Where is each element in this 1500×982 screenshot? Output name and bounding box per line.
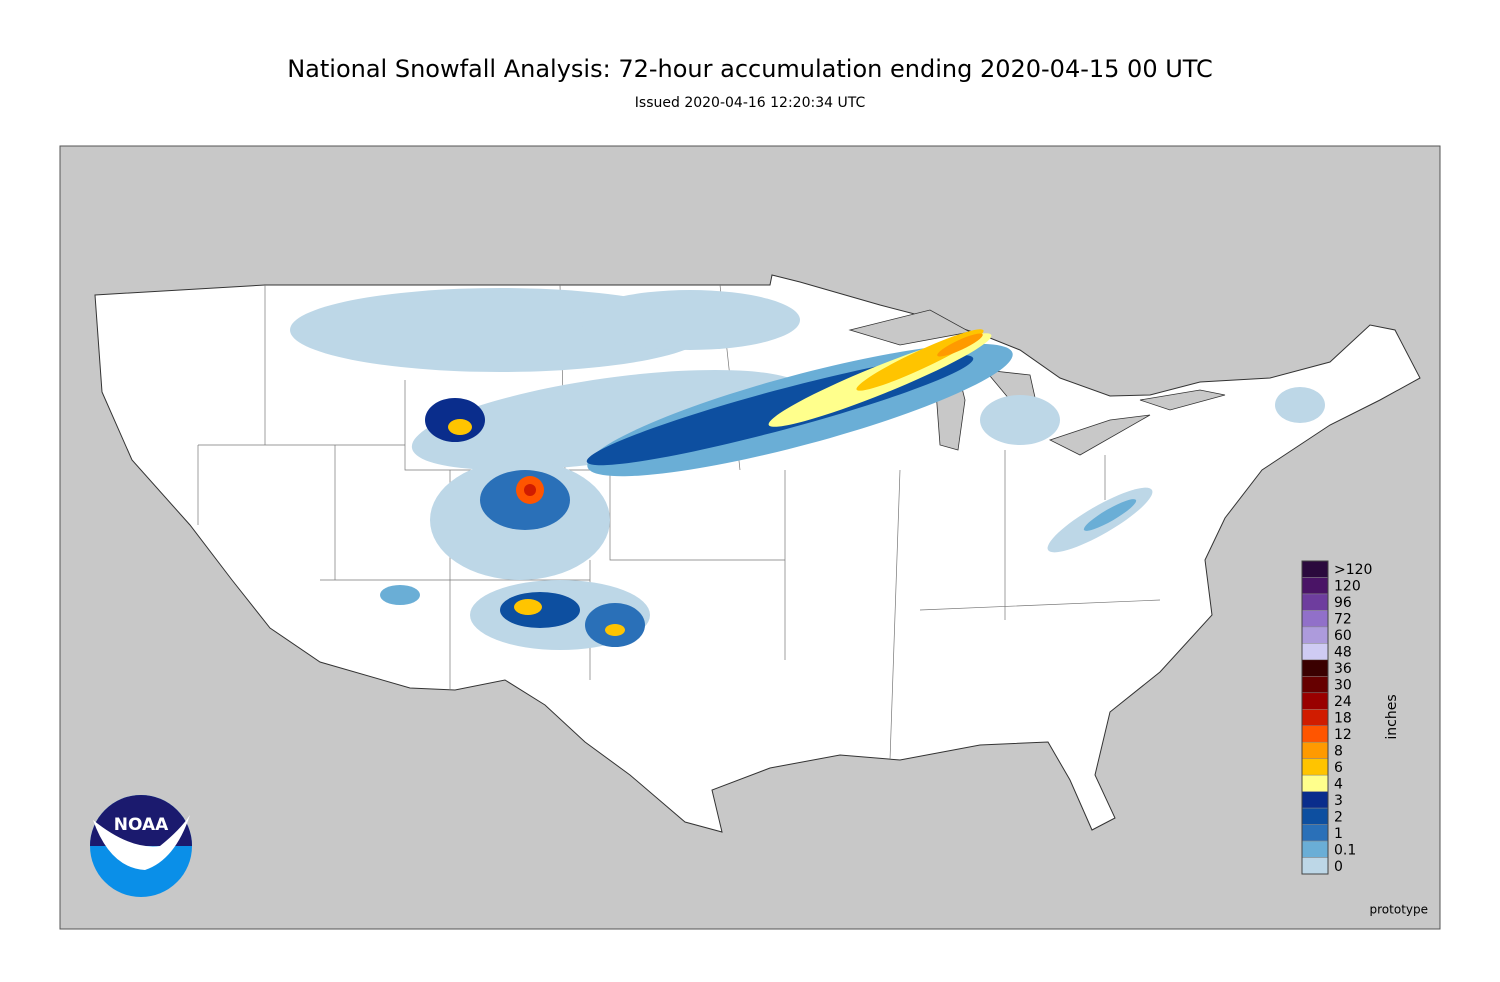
subtitle: Issued 2020-04-16 12:20:34 UTC (635, 95, 866, 111)
prototype-note: prototype (1370, 903, 1428, 917)
legend-swatch (1301, 659, 1329, 677)
logo-text: NOAA (114, 815, 169, 835)
legend-label: 48 (1334, 645, 1352, 661)
legend-swatch (1301, 626, 1329, 644)
legend-swatch (1301, 791, 1329, 809)
legend-label: 1 (1334, 826, 1343, 842)
legend-swatch (1301, 692, 1329, 710)
legend-label: 36 (1334, 661, 1352, 677)
legend-unit: inches (1384, 694, 1400, 739)
logo-gull (93, 815, 190, 870)
legend-label: 24 (1334, 694, 1352, 710)
legend-swatch (1301, 741, 1329, 759)
snowfall-shading (290, 288, 1325, 650)
map-frame: prototype (59, 145, 1441, 930)
legend-label: 30 (1334, 678, 1352, 694)
legend-swatch (1301, 676, 1329, 694)
legend-label: 0.1 (1334, 842, 1356, 858)
legend-label: >120 (1334, 562, 1372, 578)
legend-swatch (1301, 610, 1329, 628)
legend-swatch (1301, 758, 1329, 776)
legend: inches >1201209672604836302418128643210.… (1301, 560, 1400, 875)
legend-label: 6 (1334, 760, 1343, 776)
legend-swatch (1301, 774, 1329, 792)
legend-label: 120 (1334, 579, 1361, 595)
legend-swatch (1301, 560, 1329, 578)
title: National Snowfall Analysis: 72-hour accu… (287, 55, 1213, 83)
legend-swatch (1301, 709, 1329, 726)
legend-frame (1301, 560, 1329, 875)
legend-label: 3 (1334, 793, 1343, 809)
logo-top (90, 795, 192, 846)
legend-label: 72 (1334, 612, 1352, 628)
legend-swatch (1301, 857, 1329, 875)
legend-label: 96 (1334, 595, 1352, 611)
legend-swatch (1301, 577, 1329, 595)
legend-swatch (1301, 643, 1329, 661)
legend-label: 12 (1334, 727, 1352, 743)
legend-label: 18 (1334, 711, 1352, 727)
legend-label: 8 (1334, 743, 1343, 759)
noaa-logo: NOAA (90, 795, 192, 897)
legend-swatch (1301, 840, 1329, 858)
legend-swatch (1301, 807, 1329, 825)
legend-label: 0 (1334, 859, 1343, 875)
legend-swatch (1301, 824, 1329, 842)
legend-label: 2 (1334, 809, 1343, 825)
legend-label: 60 (1334, 628, 1352, 644)
legend-swatch (1301, 593, 1329, 611)
legend-label: 4 (1334, 776, 1343, 792)
legend-swatch (1301, 725, 1329, 743)
